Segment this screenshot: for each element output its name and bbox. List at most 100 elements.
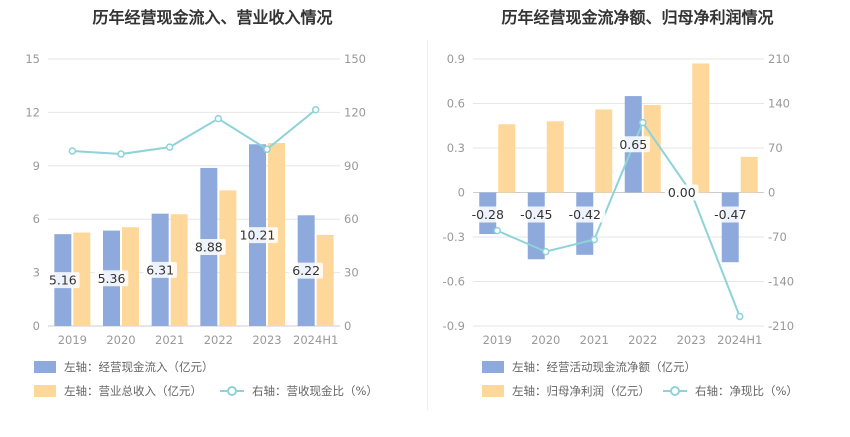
legend-item-net-profit[interactable]: 左轴：归母净利润（亿元） [482, 383, 650, 399]
bar [595, 109, 613, 193]
y-right-tick-label: 0 [344, 319, 351, 333]
data-label-bg [46, 272, 80, 289]
bar [316, 234, 334, 326]
legend-label: 左轴：经营活动现金流净额（亿元） [512, 360, 696, 374]
y-right-tick-label: 140 [768, 97, 790, 111]
line-point [639, 118, 647, 127]
legend-label: 左轴：归母净利润（亿元） [512, 384, 650, 398]
x-tick-label: 2022 [628, 333, 657, 347]
legend-swatch [34, 361, 56, 373]
y-left-tick-label: -0.9 [443, 319, 465, 333]
legend-swatch [482, 385, 504, 397]
data-label-bg [467, 206, 509, 223]
y-right-tick-label: 60 [344, 212, 359, 226]
bar [576, 192, 594, 255]
x-tick-label: 2021 [580, 333, 609, 347]
data-label: -0.42 [569, 207, 601, 222]
line-point [542, 247, 550, 256]
line-point [165, 143, 174, 151]
bar [219, 190, 237, 326]
data-label-bg [616, 136, 651, 153]
y-right-tick-label: -140 [768, 275, 794, 289]
legend-swatch [220, 385, 244, 397]
y-left-tick-label: 15 [25, 52, 40, 66]
legend-item-cash-inflow[interactable]: 左轴：经营现金流入（亿元） [34, 359, 214, 375]
chart-title: 历年经营现金流净额、归母净利润情况 [501, 8, 774, 27]
y-right-tick-label: 70 [768, 141, 783, 155]
data-label-bg [94, 270, 129, 287]
x-tick-label: 2022 [204, 333, 233, 347]
data-label: 10.21 [240, 228, 276, 243]
data-label-bg [709, 206, 751, 223]
line-point [590, 235, 598, 244]
x-tick-label: 2020 [106, 333, 135, 347]
line-point [311, 105, 320, 114]
y-right-tick-label: -210 [768, 319, 794, 333]
legend-label: 左轴：营业总收入（亿元） [64, 384, 202, 398]
bar [498, 124, 516, 193]
data-label-bg [289, 262, 323, 279]
x-tick-label: 2020 [531, 333, 560, 347]
data-label: 8.88 [195, 239, 223, 254]
y-right-tick-label: -70 [768, 230, 787, 244]
chart-title: 历年经营现金流入、营业收入情况 [92, 8, 333, 27]
bar [122, 227, 139, 326]
y-left-tick-label: 0 [33, 319, 40, 333]
cashflow-inflow-revenue-chart: 历年经营现金流入、营业收入情况 0 3 6 9 12 15 0 30 60 90 120 150 201… [25, 8, 378, 399]
data-label-bg [143, 261, 177, 278]
data-label: -0.47 [714, 207, 746, 222]
y-right-tick-label: 210 [768, 52, 790, 66]
data-label: 6.31 [146, 262, 174, 277]
line-point [117, 150, 125, 158]
legend-swatch [34, 385, 56, 397]
y-right-tick-label: 90 [344, 159, 359, 173]
line-point [736, 312, 744, 321]
y-left-tick-label: 0.6 [447, 97, 465, 111]
line-series [496, 120, 741, 317]
x-tick-label: 2019 [58, 333, 87, 347]
data-label-bg [192, 238, 226, 255]
legend-item-net-cashflow[interactable]: 左轴：经营活动现金流净额（亿元） [482, 359, 696, 375]
data-label: 0.00 [668, 185, 696, 200]
x-tick-label: 2024H1 [717, 333, 762, 347]
chart-plot: -0.9 -0.6 -0.3 0 0.3 0.6 0.9 -210 -140 -70 0 70 140 2… [443, 52, 795, 347]
line-point [493, 226, 501, 235]
net-cashflow-profit-chart: 历年经营现金流净额、归母净利润情况 -0.9 -0.6 -0.3 0 0.3 0.6 0.9… [425, 0, 850, 437]
bar [170, 214, 188, 326]
y-left-tick-label: 6 [33, 212, 40, 226]
y-left-tick-label: -0.6 [443, 275, 465, 289]
y-right-tick-label: 150 [344, 52, 366, 66]
bar [546, 121, 564, 193]
data-label-bg [237, 227, 278, 244]
x-tick-label: 2019 [483, 333, 512, 347]
y-left-tick-label: -0.3 [443, 230, 465, 244]
legend-label: 右轴：净现比（%） [695, 384, 798, 398]
legend-label: 左轴：经营现金流入（亿元） [64, 360, 214, 374]
legend-item-net-cash-ratio[interactable]: 右轴：净现比（%） [663, 383, 798, 399]
line-point [214, 114, 223, 123]
line-series [72, 108, 317, 156]
bar [721, 192, 739, 263]
data-label: -0.28 [472, 207, 504, 222]
data-label: 6.22 [292, 263, 320, 278]
data-label: 0.65 [619, 137, 647, 152]
data-label: 5.16 [49, 273, 77, 288]
bar [73, 232, 91, 326]
y-left-tick-label: 0.3 [447, 141, 465, 155]
y-right-tick-label: 120 [344, 105, 366, 119]
legend-item-cash-revenue-ratio[interactable]: 右轴：营收现金比（%） [220, 383, 378, 399]
y-left-tick-label: 0 [458, 186, 465, 200]
data-label-bg [515, 206, 557, 223]
y-left-tick-label: 3 [33, 266, 40, 280]
bar [692, 63, 710, 193]
y-right-tick-label: 0 [768, 186, 775, 200]
y-left-tick-label: 12 [25, 105, 40, 119]
x-tick-label: 2023 [252, 333, 281, 347]
y-left-tick-label: 0.9 [447, 52, 465, 66]
bar [643, 104, 661, 193]
line-point [68, 147, 77, 155]
legend-item-revenue[interactable]: 左轴：营业总收入（亿元） [34, 383, 202, 399]
x-tick-label: 2021 [155, 333, 184, 347]
